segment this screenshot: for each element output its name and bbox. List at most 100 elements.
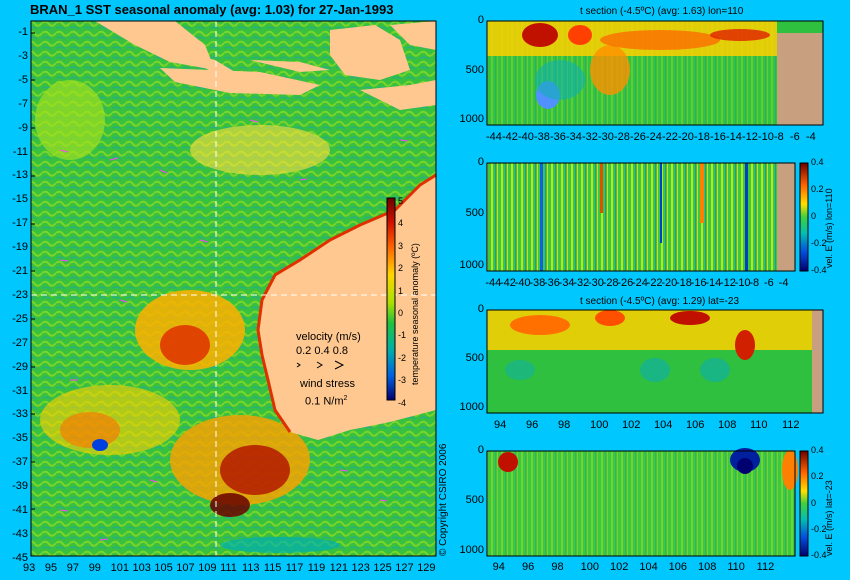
map-lat-tick: -7 xyxy=(18,97,28,110)
panel-x-tick: -40 xyxy=(518,131,534,143)
panel-x-tick: -22 xyxy=(646,277,663,289)
panel-y-tick: 0 xyxy=(477,156,484,168)
map-lat-tick: -23 xyxy=(12,288,28,301)
panel-x-tick: -30 xyxy=(598,131,614,143)
map-lon-tick: 97 xyxy=(66,562,80,574)
panel-x-tick: -32 xyxy=(573,277,590,289)
map-colorbar-tick: 0 xyxy=(398,308,404,318)
panel-y-tick: 500 xyxy=(465,352,484,365)
panel-x-tick: -42 xyxy=(502,131,518,143)
map-colorbar xyxy=(386,197,396,401)
panel-x-tick: -16 xyxy=(690,277,707,289)
panel-x-tick: -28 xyxy=(614,131,630,143)
map-lon-tick: 121 xyxy=(329,562,348,574)
panel-2-colorbar-label: vel. E (m/s) lon=110 xyxy=(824,188,834,268)
map-colorbar-tick: -4 xyxy=(398,397,407,408)
panel-x-tick: 104 xyxy=(654,419,673,431)
map-lat-tick: -29 xyxy=(12,360,28,373)
map-lon-tick: 105 xyxy=(154,562,173,574)
panel-x-tick: 98 xyxy=(558,419,571,431)
panel-x-tick: -44 xyxy=(485,277,502,289)
panel-x-tick: -28 xyxy=(602,277,619,289)
map-lon-tick: 127 xyxy=(395,562,414,574)
panel-x-tick: -10 xyxy=(758,131,774,143)
panel-colorbar-tick: -0.2 xyxy=(811,238,827,248)
panel-x-tick: -4 xyxy=(778,277,789,289)
panel-x-tick: 110 xyxy=(727,561,745,573)
panel-x-tick: 112 xyxy=(756,561,775,573)
map-lat-tick: -3 xyxy=(18,49,28,62)
panel-x-tick: -14 xyxy=(726,131,742,143)
map-lon-tick: 95 xyxy=(44,562,58,574)
panel-x-tick: -12 xyxy=(720,277,736,289)
map-lon-tick: 115 xyxy=(263,562,282,574)
map-lon-tick: 119 xyxy=(307,562,326,574)
map-colorbar-tick: 1 xyxy=(398,285,404,296)
panel-x-tick: -38 xyxy=(534,131,550,143)
map-lon-tick: 107 xyxy=(176,562,195,574)
sst-map xyxy=(30,20,437,557)
map-lat-tick: -35 xyxy=(12,432,28,445)
panel-x-tick: -20 xyxy=(678,131,694,143)
panel-x-tick: 108 xyxy=(718,419,737,431)
map-lat-tick: -5 xyxy=(18,73,28,86)
panel-x-tick: -16 xyxy=(710,131,726,143)
map-lon-tick: 109 xyxy=(198,562,217,574)
panel-x-tick: -34 xyxy=(566,131,582,143)
panel-y-tick: 0 xyxy=(477,303,484,315)
panel-4-colorbar xyxy=(799,450,809,557)
panel-x-tick: -24 xyxy=(632,277,648,289)
panel-2-velocity-lon110 xyxy=(486,162,809,272)
velocity-label: velocity (m/s) xyxy=(296,331,361,343)
panel-colorbar-tick: -0.4 xyxy=(811,550,827,560)
panel-y-tick: 0 xyxy=(477,14,484,26)
panel-x-tick: -42 xyxy=(500,277,516,289)
map-lat-tick: -33 xyxy=(12,408,28,421)
panel-colorbar-tick: 0 xyxy=(811,211,817,221)
map-lon-tick: 101 xyxy=(110,562,129,574)
velocity-scale: 0.2 0.4 0.8 xyxy=(296,345,348,357)
panel-x-tick: 100 xyxy=(580,561,600,573)
map-lat-tick: -25 xyxy=(12,312,28,325)
map-lat-tick: -1 xyxy=(18,26,28,38)
map-lat-tick: -19 xyxy=(12,241,28,254)
panel-colorbar-tick: -0.4 xyxy=(811,265,827,275)
panel-x-tick: 106 xyxy=(686,419,705,431)
map-lon-tick: 93 xyxy=(23,562,36,574)
map-colorbar-tick: 5 xyxy=(398,196,404,206)
map-lat-tick: -37 xyxy=(12,456,28,469)
panel-x-tick: -6 xyxy=(764,277,774,289)
map-lat-tick: -13 xyxy=(12,169,28,182)
panel-x-tick: -14 xyxy=(705,277,722,289)
panel-x-tick: -18 xyxy=(676,277,692,289)
panel-3-t-section-lat-23 xyxy=(486,309,824,414)
panel-colorbar-tick: 0.4 xyxy=(811,445,824,455)
panel-x-tick: -40 xyxy=(514,277,531,289)
panel-x-tick: -4 xyxy=(806,131,816,143)
panel-x-tick: -36 xyxy=(544,277,560,289)
map-lat-tick: -11 xyxy=(12,145,28,158)
panel-x-tick: 110 xyxy=(750,419,768,431)
panel-x-tick: -34 xyxy=(558,277,575,289)
panel-x-tick: -6 xyxy=(790,131,800,143)
map-colorbar-tick: -3 xyxy=(398,375,407,386)
panel-4-colorbar-label: vel. E (m/s) lat=-23 xyxy=(824,480,834,556)
map-lat-tick: -43 xyxy=(12,527,28,540)
map-colorbar-label: temperature seasonal anomaly (ºC) xyxy=(410,243,420,385)
panel-1-title: t section (-4.5ºC) (avg: 1.63) lon=110 xyxy=(580,6,744,17)
map-lat-tick: -27 xyxy=(12,336,28,349)
panel-x-tick: 100 xyxy=(590,419,609,431)
panel-x-tick: -30 xyxy=(588,277,604,289)
panel-x-tick: -26 xyxy=(630,131,646,143)
panel-x-tick: -12 xyxy=(742,131,758,143)
map-lon-tick: 99 xyxy=(88,562,101,574)
panel-x-tick: -44 xyxy=(486,131,502,143)
panel-y-tick: 1000 xyxy=(459,258,484,271)
wind-stress-scale: 0.1 N/m2 xyxy=(305,395,348,408)
map-lat-tick: -41 xyxy=(12,504,28,516)
map-lat-tick: -39 xyxy=(12,480,28,493)
panel-y-tick: 1000 xyxy=(459,544,484,556)
panel-x-tick: 106 xyxy=(668,561,688,573)
panel-x-tick: 104 xyxy=(639,561,658,573)
